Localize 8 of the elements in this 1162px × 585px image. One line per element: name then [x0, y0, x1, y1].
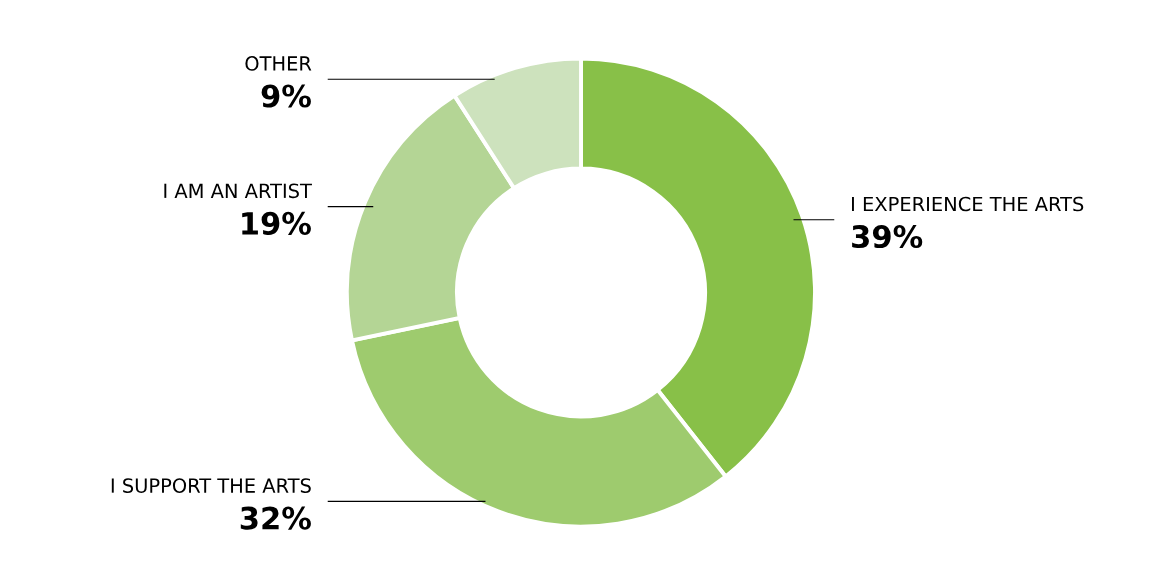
data-label: 39% [852, 225, 923, 249]
slice-label: I SUPPORT THE ARTS [111, 478, 311, 493]
data-label: 9% [261, 84, 311, 108]
slice-label: OTHER [245, 56, 312, 71]
slice-label: I AM AN ARTIST [164, 183, 312, 199]
slice-label: I EXPERIENCE THE ARTS [852, 196, 1084, 212]
data-label: 19% [242, 211, 311, 235]
data-label: 32% [240, 506, 311, 530]
